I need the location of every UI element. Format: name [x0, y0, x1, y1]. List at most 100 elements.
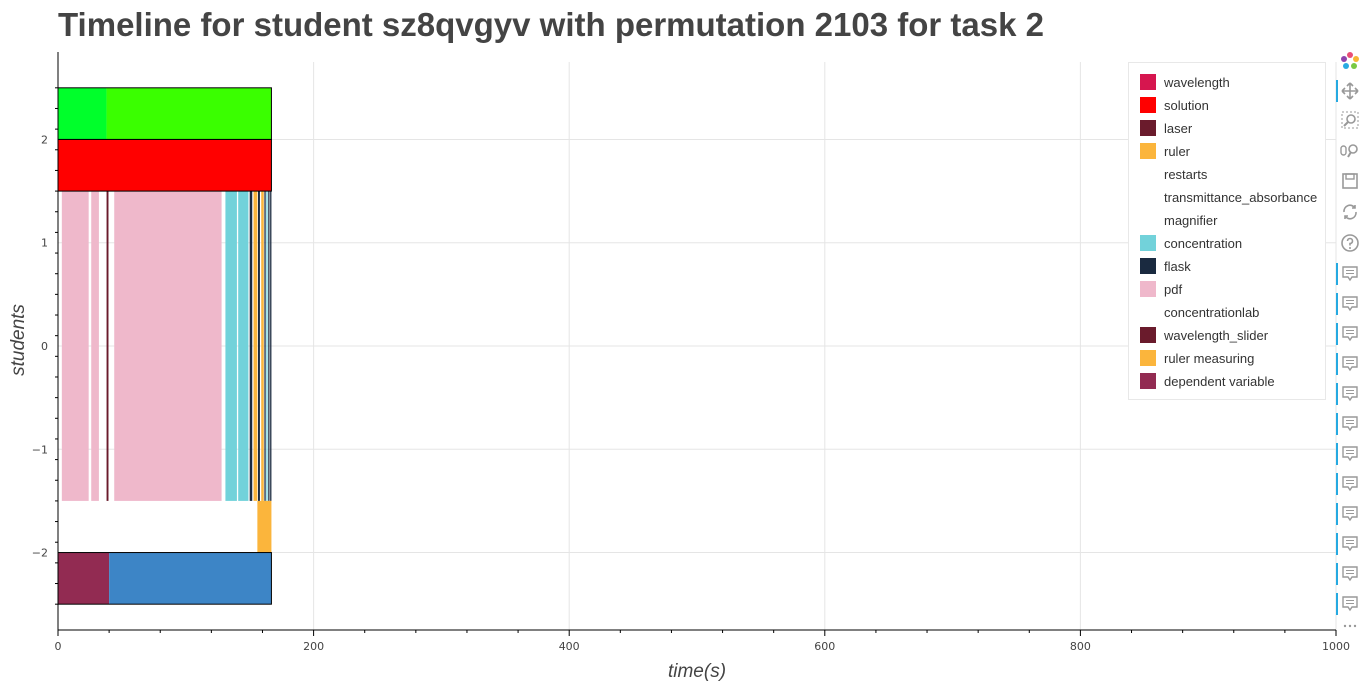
save-icon: [1341, 172, 1359, 190]
save-tool[interactable]: [1338, 170, 1362, 192]
legend-swatch: [1140, 281, 1156, 297]
hover-tool[interactable]: [1336, 563, 1362, 585]
timeline-segment: [109, 552, 272, 605]
legend-label: wavelength_slider: [1164, 327, 1269, 343]
timeline-segment: [238, 191, 249, 501]
x-tick-label: 800: [1070, 640, 1091, 653]
legend-item[interactable]: magnifier: [1140, 211, 1217, 229]
x-tick-label: 600: [814, 640, 835, 653]
legend-swatch: [1140, 235, 1156, 251]
legend-swatch: [1140, 143, 1156, 159]
legend-swatch: [1140, 97, 1156, 113]
timeline-segment: [268, 191, 270, 501]
help-icon: [1340, 233, 1360, 253]
hover-tool[interactable]: [1336, 533, 1362, 555]
wheel-zoom-tool[interactable]: [1338, 140, 1362, 162]
timeline-segment: [114, 191, 222, 501]
legend-swatch: [1140, 212, 1156, 228]
timeline-segment: [253, 191, 258, 501]
hover-tool[interactable]: [1336, 263, 1362, 285]
hover-icon: [1341, 595, 1359, 613]
timeline-segment: [264, 191, 266, 501]
y-tick-label: 1: [41, 237, 48, 250]
hover-tool[interactable]: [1336, 383, 1362, 405]
more-icon: [1343, 623, 1357, 629]
legend-item[interactable]: transmittance_absorbance: [1140, 188, 1317, 206]
legend-swatch: [1140, 120, 1156, 136]
box-zoom-tool[interactable]: [1338, 109, 1362, 131]
legend-label: wavelength: [1164, 74, 1230, 90]
legend-item[interactable]: flask: [1140, 257, 1191, 275]
pan-tool[interactable]: [1336, 80, 1362, 102]
reset-tool[interactable]: [1338, 201, 1362, 223]
legend-item[interactable]: solution: [1140, 96, 1209, 114]
y-tick-label: 2: [41, 133, 48, 146]
legend-item[interactable]: laser: [1140, 119, 1192, 137]
legend-label: laser: [1164, 120, 1193, 136]
legend-swatch: [1140, 304, 1156, 320]
hover-icon: [1341, 265, 1359, 283]
legend-swatch: [1140, 258, 1156, 274]
help-tool[interactable]: [1338, 232, 1362, 254]
legend-label: solution: [1164, 97, 1209, 113]
legend-label: transmittance_absorbance: [1164, 189, 1318, 205]
x-axis-title: time(s): [668, 661, 726, 682]
timeline-segment: [258, 191, 260, 501]
hover-tool[interactable]: [1336, 593, 1362, 615]
x-tick-label: 400: [559, 640, 580, 653]
legend-swatch: [1140, 74, 1156, 90]
timeline-segment: [58, 139, 272, 192]
x-tick-label: 1000: [1322, 640, 1350, 653]
hover-icon: [1341, 475, 1359, 493]
timeline-segment: [106, 191, 109, 501]
timeline-segment: [61, 191, 89, 501]
hover-tool[interactable]: [1336, 323, 1362, 345]
hover-icon: [1341, 385, 1359, 403]
hover-tool[interactable]: [1336, 413, 1362, 435]
timeline-segment: [58, 87, 107, 140]
legend-label: ruler: [1164, 143, 1191, 159]
hover-icon: [1341, 505, 1359, 523]
timeline-segment: [225, 191, 237, 501]
more-tool[interactable]: [1338, 620, 1362, 632]
legend-item[interactable]: restarts: [1140, 165, 1207, 183]
legend-label: concentration: [1164, 235, 1243, 251]
bokeh-logo-tool[interactable]: [1338, 50, 1362, 72]
legend-swatch: [1140, 327, 1156, 343]
x-tick-label: 200: [303, 640, 324, 653]
hover-tool[interactable]: [1336, 353, 1362, 375]
wheel-zoom-icon: [1340, 141, 1360, 161]
timeline-segment: [257, 500, 272, 553]
legend-item[interactable]: ruler: [1140, 142, 1190, 160]
x-tick-label: 0: [55, 640, 62, 653]
bokeh-logo-icon: [1340, 51, 1360, 71]
legend-item[interactable]: pdf: [1140, 280, 1182, 298]
legend-swatch: [1140, 350, 1156, 366]
hover-icon: [1341, 325, 1359, 343]
legend-item[interactable]: wavelength_slider: [1140, 326, 1268, 344]
legend-swatch: [1140, 189, 1156, 205]
legend-item[interactable]: dependent variable: [1140, 372, 1275, 390]
hover-tool[interactable]: [1336, 473, 1362, 495]
legend-item[interactable]: wavelength: [1140, 73, 1230, 91]
timeline-segment: [266, 191, 268, 501]
pan-icon: [1341, 82, 1359, 100]
y-tick-label: −1: [32, 443, 48, 456]
legend-label: ruler measuring: [1164, 350, 1255, 366]
hover-icon: [1341, 565, 1359, 583]
hover-tool[interactable]: [1336, 293, 1362, 315]
legend: wavelength solution laser ruler restarts tran…: [1128, 62, 1326, 400]
timeline-segment: [91, 191, 99, 501]
legend-item[interactable]: concentrationlab: [1140, 303, 1259, 321]
y-tick-label: 0: [41, 340, 48, 353]
axes: 0 200 400 600 800 1000 −2 −1 0 1 2: [32, 52, 1350, 653]
timeline-bars: [57, 87, 272, 605]
hover-icon: [1341, 355, 1359, 373]
hover-tool[interactable]: [1336, 443, 1362, 465]
legend-item[interactable]: concentration: [1140, 234, 1242, 252]
legend-item[interactable]: ruler measuring: [1140, 349, 1254, 367]
legend-label: magnifier: [1164, 212, 1218, 228]
legend-label: dependent variable: [1164, 373, 1275, 389]
hover-tool[interactable]: [1336, 503, 1362, 525]
